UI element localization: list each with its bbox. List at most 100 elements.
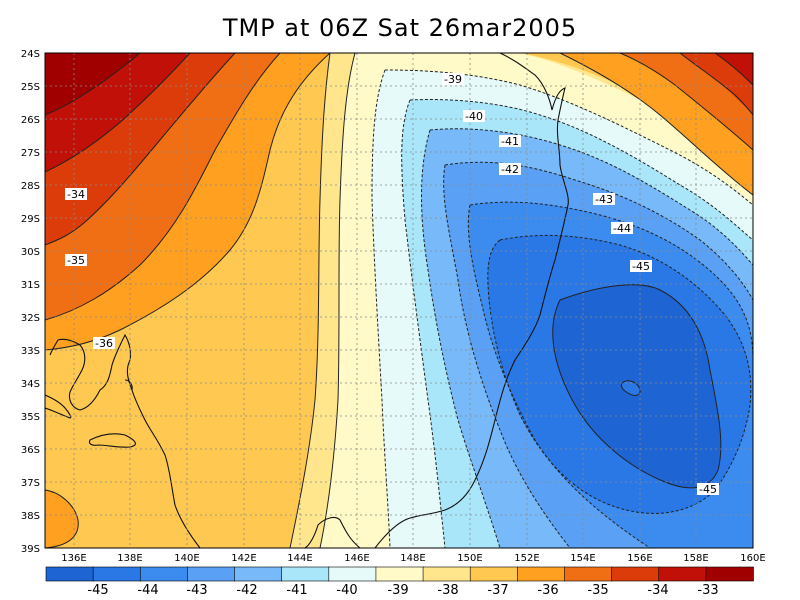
contour-line — [443, 164, 571, 548]
colorbar: -45 -44 -43 -42 -41 -40 -39 -38 -37 -36 … — [45, 566, 754, 598]
colorbar-swatch — [328, 566, 377, 582]
lon-label: 142E — [231, 553, 256, 564]
lat-axis-labels: 24S 25S 26S 27S 28S 29S 30S 31S 32S 33S … — [21, 49, 40, 555]
lat-label: 27S — [21, 148, 40, 159]
contour-line — [429, 128, 753, 266]
temperature-field — [45, 53, 753, 548]
colorbar-swatch — [422, 566, 472, 582]
lon-label: 146E — [344, 553, 369, 564]
contour-label: -41 — [499, 135, 521, 148]
colorbar-swatch — [92, 566, 142, 582]
lon-label: 148E — [400, 553, 425, 564]
lat-label: 33S — [21, 346, 40, 357]
lat-label: 34S — [21, 379, 40, 390]
contour-label-text: -40 — [465, 110, 483, 123]
gridlines — [45, 53, 753, 548]
contour-line — [371, 69, 391, 548]
lon-label: 152E — [514, 553, 539, 564]
colorbar-swatch — [375, 566, 424, 582]
contour-label: -35 — [65, 254, 87, 267]
contour-line — [319, 53, 356, 548]
contour-labels: -39 -40 -41 -42 -43 -44 — [65, 73, 719, 496]
lat-label: 32S — [21, 313, 40, 324]
colorbar-swatch — [187, 566, 236, 582]
contour-label-text: -34 — [67, 188, 85, 201]
contour-line — [620, 380, 641, 396]
contour-line — [45, 53, 236, 246]
contour-label-text: -39 — [444, 73, 462, 86]
coastline — [374, 53, 569, 548]
lat-label: 37S — [21, 478, 40, 489]
colorbar-label: -43 — [186, 583, 207, 598]
colorbar-swatch — [139, 566, 189, 582]
contour-line — [401, 99, 446, 548]
colorbar-labels: -45 -44 -43 -42 -41 -40 -39 -38 -37 -36 … — [87, 583, 718, 598]
lon-label: 144E — [287, 553, 312, 564]
lon-label: 160E — [740, 553, 765, 564]
contour-line — [289, 53, 331, 548]
lat-label: 24S — [21, 49, 40, 60]
lon-label: 154E — [570, 553, 595, 564]
colorbar-swatch — [517, 566, 566, 582]
coastline — [49, 333, 201, 548]
colorbar-swatch — [234, 566, 283, 582]
contour-line — [552, 284, 722, 489]
contour-line — [384, 69, 753, 206]
contour-label-text: -45 — [699, 483, 717, 496]
lat-label: 30S — [21, 247, 40, 258]
colorbar-label: -36 — [537, 583, 558, 598]
coastline — [45, 394, 72, 419]
contour-label: -34 — [65, 188, 87, 201]
lat-label: 38S — [21, 511, 40, 522]
band-fill — [45, 53, 140, 115]
lon-label: 136E — [61, 553, 86, 564]
lon-label: 158E — [683, 553, 708, 564]
contour-label-text: -43 — [595, 193, 613, 206]
lat-label: 39S — [21, 544, 40, 555]
contour-line — [45, 489, 79, 548]
coastline — [304, 516, 361, 548]
contour-line — [45, 53, 141, 116]
colorbar-label: -44 — [137, 583, 158, 598]
colorbar-swatch — [611, 566, 660, 582]
coastline — [88, 433, 136, 448]
lon-label: 156E — [627, 553, 652, 564]
contour-line — [679, 53, 753, 116]
colorbar-label: -35 — [587, 583, 608, 598]
contour-label: -40 — [463, 110, 485, 123]
contour-line — [409, 99, 753, 241]
colorbar-label: -40 — [336, 583, 357, 598]
colorbar-label: -38 — [437, 583, 458, 598]
colorbar-swatch — [658, 566, 707, 582]
contour-label-text: -42 — [501, 163, 519, 176]
contour-label-text: -44 — [613, 222, 631, 235]
colorbar-label: -41 — [286, 583, 307, 598]
lat-label: 36S — [21, 445, 40, 456]
colorbar-swatch — [564, 566, 613, 582]
contour-line — [619, 53, 753, 151]
lat-label: 28S — [21, 181, 40, 192]
colorbar-label: -45 — [87, 583, 108, 598]
map-frame — [44, 52, 754, 549]
lat-label: 26S — [21, 115, 40, 126]
contour-label: -36 — [93, 337, 115, 350]
contour-label: -45 — [697, 483, 719, 496]
lon-label: 140E — [174, 553, 199, 564]
contour-line — [45, 53, 191, 173]
coastlines — [45, 53, 569, 548]
band-fill — [715, 53, 753, 85]
colorbar-label: -39 — [387, 583, 408, 598]
colorbar-label: -33 — [697, 583, 718, 598]
contour-line — [469, 201, 753, 361]
contour-line — [45, 53, 281, 321]
contour-label-text: -45 — [632, 260, 650, 273]
colorbar-label: -34 — [647, 583, 668, 598]
lon-label: 138E — [117, 553, 142, 564]
lat-label: 35S — [21, 412, 40, 423]
colorbar-label: -42 — [236, 583, 257, 598]
lat-label: 29S — [21, 214, 40, 225]
colorbar-swatches — [45, 566, 754, 582]
colorbar-swatch — [705, 566, 754, 582]
